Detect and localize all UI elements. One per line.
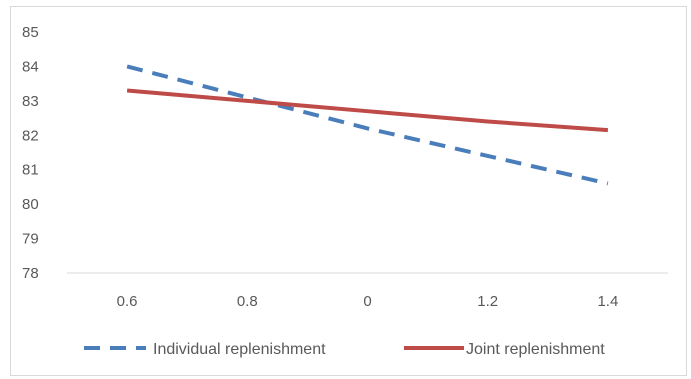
y-tick-label: 82 — [22, 127, 39, 144]
y-tick-label: 81 — [22, 162, 39, 179]
x-tick-label: 1.2 — [477, 293, 498, 310]
series-line-individual-replenishment — [126, 64, 609, 186]
x-tick-label: 0.8 — [237, 293, 258, 310]
y-tick-label: 79 — [22, 231, 39, 248]
legend-label: Individual replenishment — [153, 341, 326, 358]
y-axis-ticks: 78 79 80 81 82 83 84 85 — [22, 24, 39, 282]
y-tick-label: 80 — [22, 196, 39, 213]
y-tick-label: 85 — [22, 24, 39, 41]
legend: Individual replenishment Joint replenishm… — [84, 341, 605, 358]
y-tick-label: 78 — [22, 265, 39, 282]
series-lines — [126, 64, 609, 186]
x-tick-label: 0 — [363, 293, 371, 310]
y-tick-label: 83 — [22, 93, 39, 110]
x-axis-ticks: 0.6 0.8 0 1.2 1.4 — [117, 293, 619, 310]
y-tick-label: 84 — [22, 58, 39, 75]
x-tick-label: 0.6 — [117, 293, 138, 310]
series-line-joint-replenishment — [126, 88, 609, 133]
x-tick-label: 1.4 — [597, 293, 618, 310]
chart-frame — [10, 6, 687, 376]
legend-label: Joint replenishment — [466, 341, 605, 358]
